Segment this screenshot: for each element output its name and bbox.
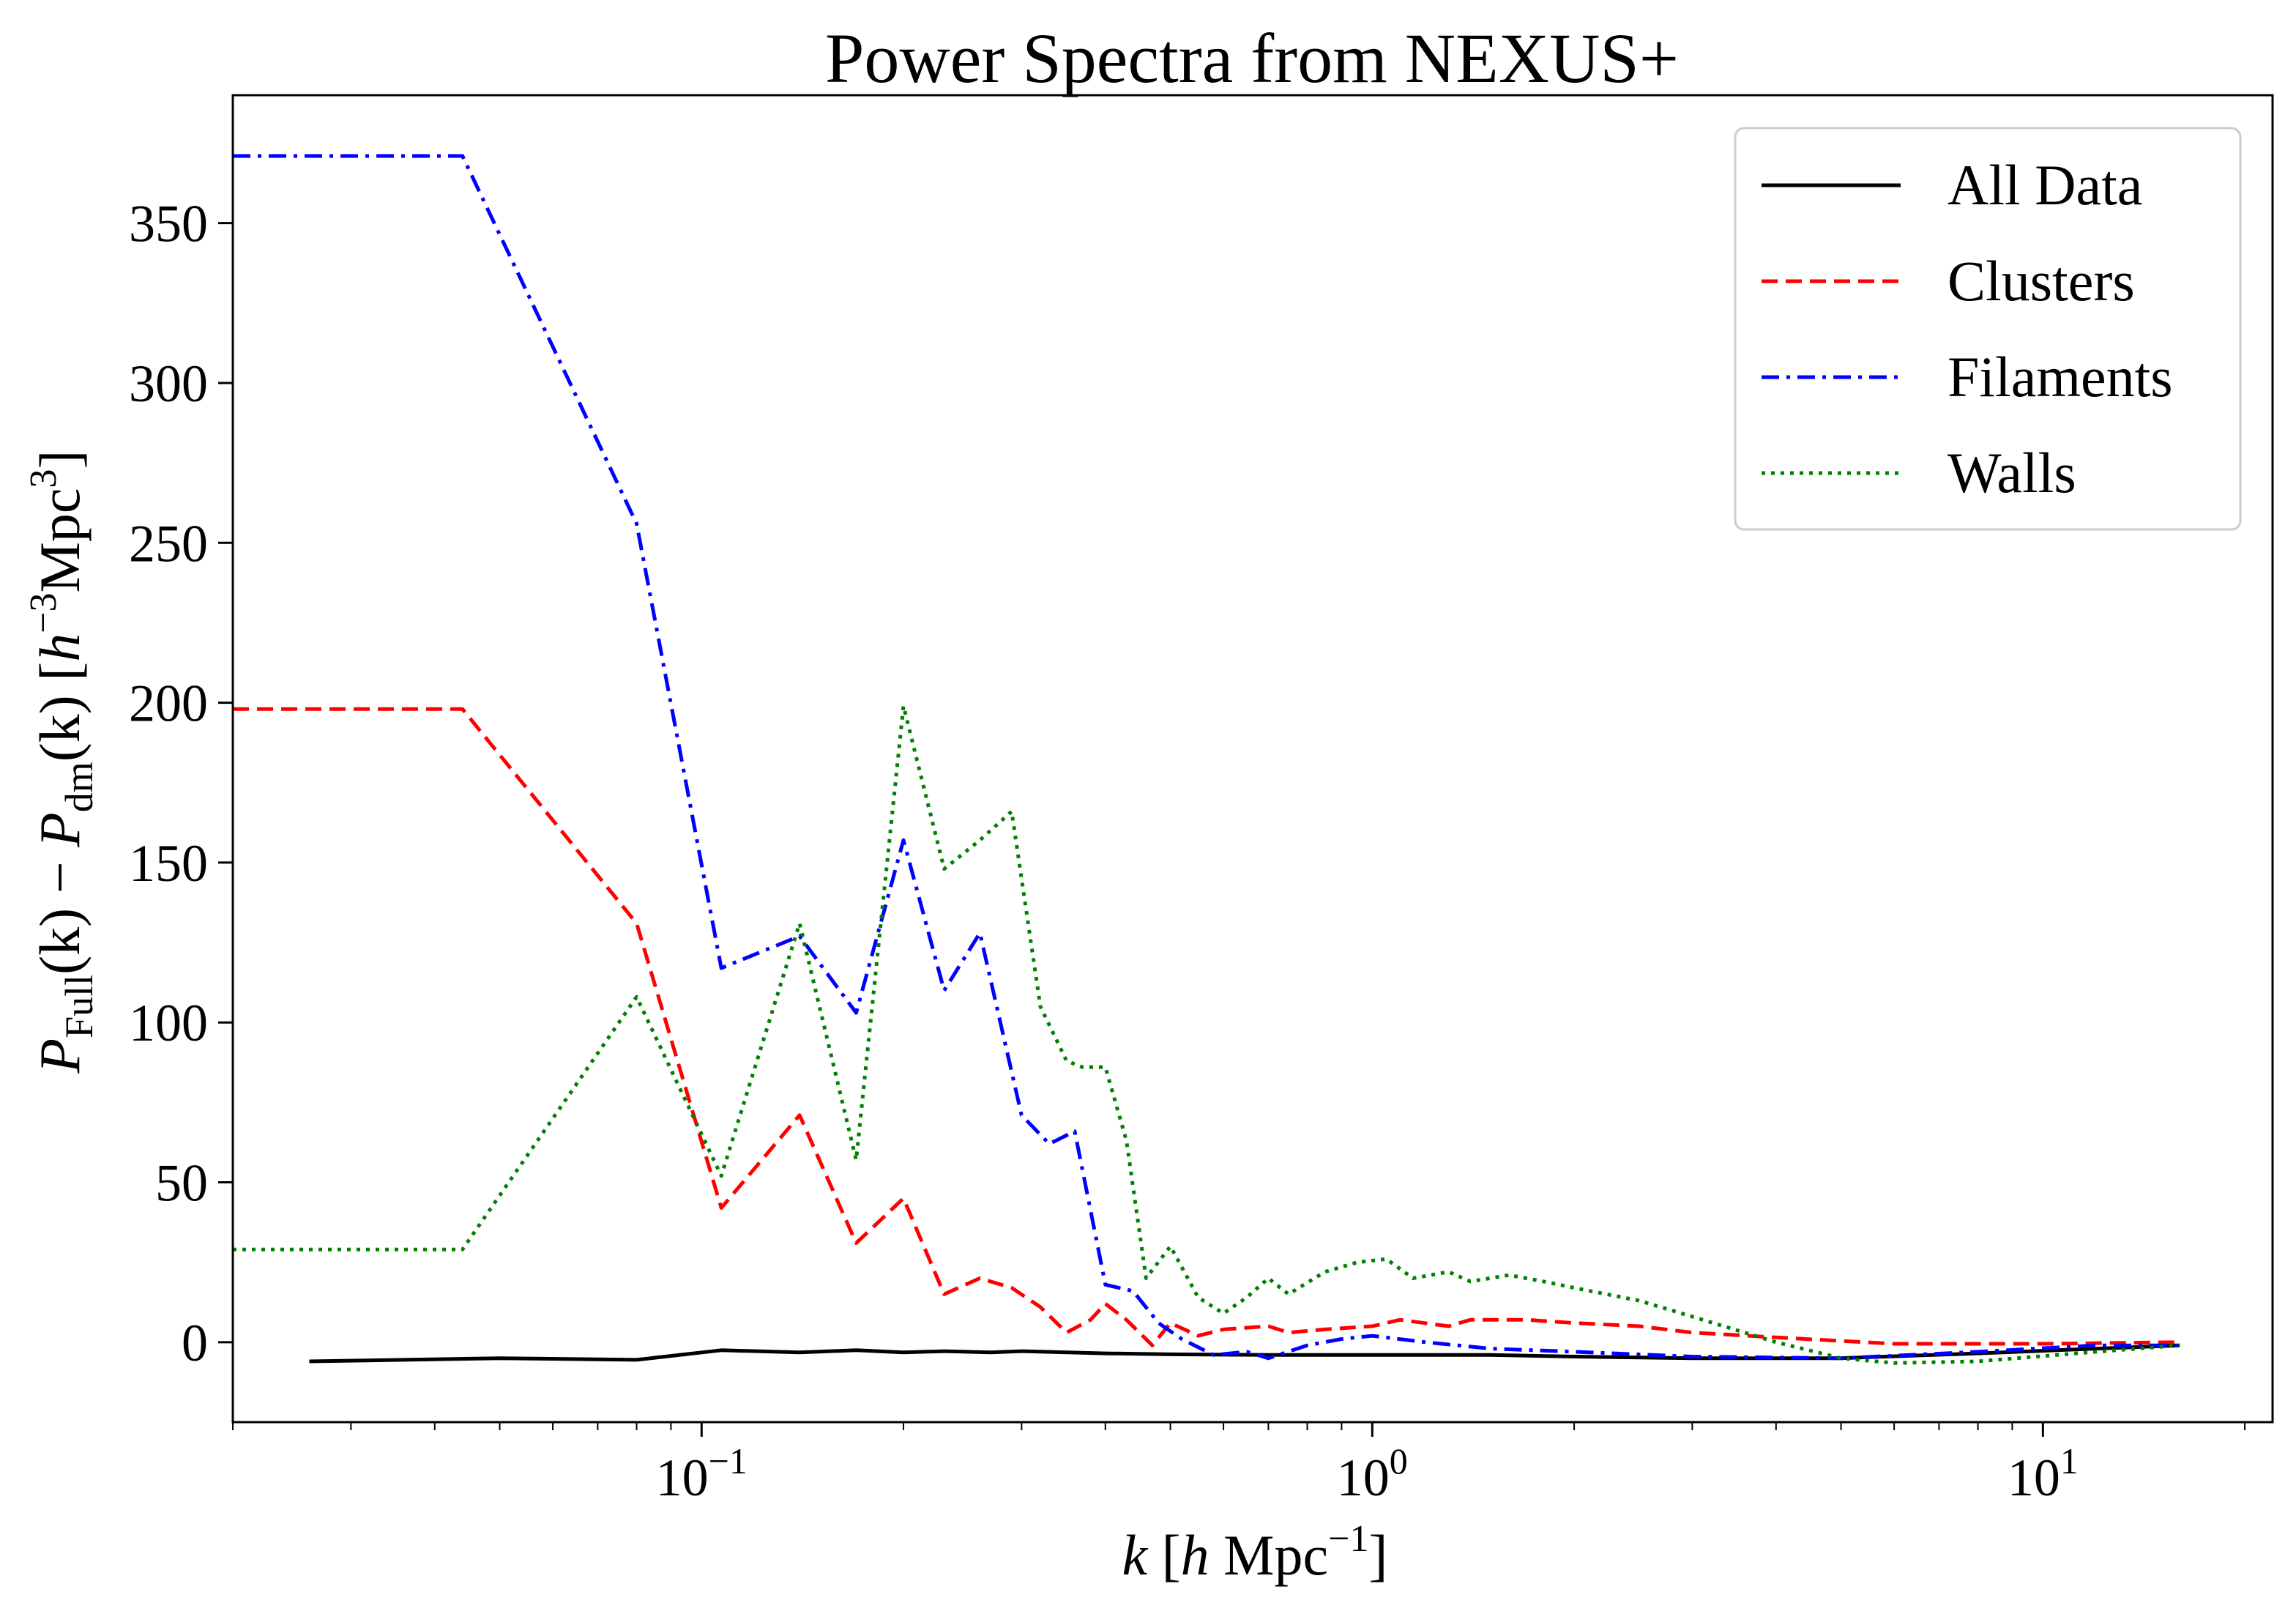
series-line-filaments — [233, 154, 2180, 1361]
legend-label: All Data — [1947, 153, 2142, 217]
x-axis-label: k [h Mpc−1] — [1122, 1518, 1388, 1587]
x-tick-label: 100 — [1337, 1440, 1408, 1507]
y-axis-label-p2: P — [28, 812, 92, 848]
legend-item: Walls — [1762, 441, 2076, 505]
y-tick-label: 250 — [129, 514, 208, 573]
y-axis-label-sub2: dm — [57, 762, 101, 812]
y-tick-label: 100 — [129, 994, 208, 1052]
legend-box — [1734, 127, 2242, 531]
x-axis: 10−1 100 101 — [232, 1422, 2246, 1507]
y-axis-label-p1: P — [28, 1038, 92, 1074]
plot-area — [233, 154, 2180, 1365]
y-axis: 0 50 100 150 200 250 300 350 — [129, 195, 233, 1372]
legend-label: Walls — [1947, 441, 2076, 505]
y-tick-label: 50 — [155, 1154, 208, 1213]
y-axis-label: PFull(k) − Pdm(k) [h−3Mpc3] — [23, 450, 101, 1074]
y-tick-label: 150 — [129, 834, 208, 893]
x-tick-label: 10−1 — [656, 1440, 748, 1507]
series-line-walls — [233, 704, 2180, 1365]
x-axis-label-exp: −1 — [1328, 1518, 1368, 1560]
x-tick-label-base: 10 — [656, 1448, 709, 1507]
x-tick-label-base: 10 — [1337, 1448, 1390, 1507]
y-tick-label: 200 — [129, 674, 208, 733]
y-axis-label-close: ] — [28, 450, 92, 469]
y-axis-label-h: h — [28, 633, 92, 662]
y-axis-label-unit: Mpc — [28, 488, 92, 592]
x-tick-label: 101 — [2008, 1440, 2079, 1507]
y-axis-label-arg1: (k) − — [28, 847, 92, 975]
y-axis-label-exp2: 3 — [23, 469, 64, 488]
x-axis-label-open: [ — [1147, 1523, 1180, 1587]
x-axis-label-var: k — [1122, 1523, 1149, 1587]
legend-item: Filaments — [1762, 345, 2173, 409]
y-axis-label-sub1: Full — [57, 975, 101, 1038]
y-tick-label: 0 — [182, 1314, 208, 1372]
plot-frame — [231, 94, 2274, 1424]
y-axis-label-exp1: −3 — [23, 592, 64, 633]
legend-item: All Data — [1762, 153, 2142, 217]
y-tick-label: 350 — [129, 195, 208, 253]
y-tick-label: 300 — [129, 354, 208, 413]
legend: All Data Clusters Filaments Walls — [1734, 127, 2242, 531]
x-axis-label-close: ] — [1368, 1523, 1387, 1587]
x-tick-label-exp: −1 — [709, 1440, 748, 1481]
x-tick-label-base: 10 — [2008, 1448, 2060, 1507]
x-axis-label-h: h — [1181, 1523, 1210, 1587]
chart-title: Power Spectra from NEXUS+ — [825, 19, 1679, 97]
series-line-all-data — [309, 1343, 2180, 1364]
legend-label: Clusters — [1947, 249, 2135, 313]
legend-label: Filaments — [1947, 345, 2173, 409]
x-axis-label-unit: Mpc — [1210, 1523, 1328, 1587]
x-tick-label-exp: 0 — [1390, 1440, 1408, 1481]
legend-item: Clusters — [1762, 249, 2135, 313]
series-line-clusters — [233, 707, 2180, 1347]
y-axis-label-arg2: (k) [ — [28, 662, 92, 762]
x-tick-label-exp: 1 — [2060, 1440, 2079, 1481]
